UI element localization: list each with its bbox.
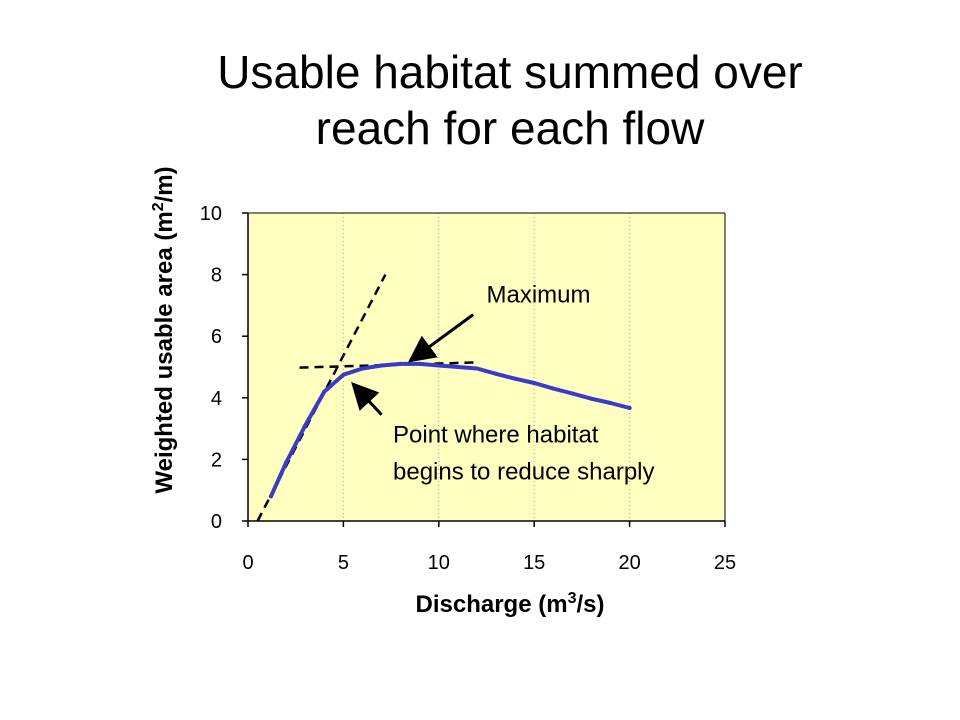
data-point	[398, 361, 403, 366]
annotations: Maximum Point where habitat begins to redu…	[351, 281, 655, 485]
x-tick-label: 5	[338, 552, 349, 574]
data-point	[303, 423, 308, 428]
data-point	[379, 363, 384, 368]
title-line-2: reach for each flow	[315, 102, 705, 154]
data-point	[608, 401, 613, 406]
data-point	[570, 391, 575, 396]
data-point	[341, 372, 346, 377]
data-point	[360, 366, 365, 371]
data-point	[551, 386, 556, 391]
data-point	[284, 460, 289, 465]
y-tick-label: 4	[211, 388, 222, 410]
data-point	[436, 363, 441, 368]
habitat-curve	[268, 361, 632, 499]
data-point	[268, 494, 273, 499]
x-tick-label: 15	[523, 552, 545, 574]
data-point	[589, 396, 594, 401]
y-tick-label: 0	[211, 511, 222, 533]
x-tick-label: 10	[428, 552, 450, 574]
data-point	[417, 361, 422, 366]
annotation-label: Maximum	[487, 281, 591, 308]
data-point	[513, 376, 518, 381]
y-tick-label: 8	[211, 265, 222, 287]
x-tick-label: 20	[618, 552, 640, 574]
y-tick-label: 10	[200, 203, 222, 225]
x-tick-label: 0	[242, 552, 253, 574]
data-point	[627, 405, 632, 410]
tick-labels: 0 2 4 6 8 10 0 5 10 15 20 25	[200, 203, 736, 574]
title-line-1: Usable habitat summed over	[217, 46, 803, 98]
data-point	[455, 365, 460, 369]
y-tick-label: 6	[211, 326, 222, 348]
annotation-label: Point where habitat	[393, 421, 599, 448]
annotation-label: begins to reduce sharply	[393, 458, 655, 485]
data-point	[322, 389, 327, 394]
slide-title: Usable habitat summed over reach for eac…	[160, 44, 860, 156]
data-point	[532, 381, 537, 386]
data-point	[474, 366, 479, 371]
y-tick-label: 2	[211, 449, 222, 471]
annotation-arrow	[351, 381, 383, 416]
series-layer	[268, 361, 632, 499]
x-tick-label: 25	[714, 552, 736, 574]
axes	[242, 212, 726, 527]
annotation-arrow	[408, 313, 475, 363]
y-axis-title: Weighted usable area (m2/m)	[150, 166, 178, 493]
plot-area	[248, 213, 725, 521]
data-point	[494, 371, 499, 376]
x-axis-title: Discharge (m3/s)	[416, 590, 605, 618]
